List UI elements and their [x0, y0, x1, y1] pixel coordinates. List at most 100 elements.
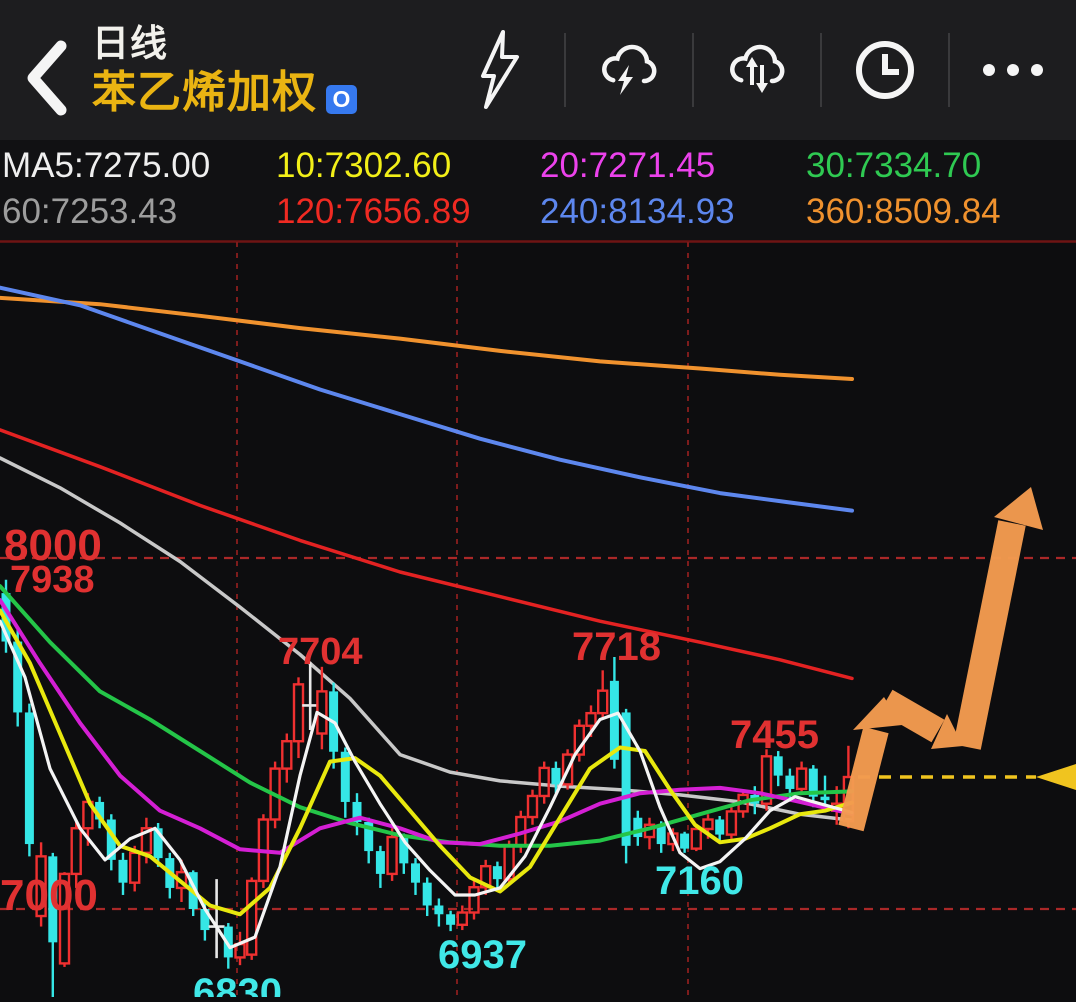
ma-row-1: MA5:7275.00 10:7302.60 20:7271.45 30:7334.7… [0, 146, 1076, 190]
candle-down [364, 821, 374, 852]
candle-up [585, 711, 597, 727]
candle-up [468, 886, 480, 914]
ma-indicator-panel: MA5:7275.00 10:7302.60 20:7271.45 30:7334.7… [0, 140, 1076, 240]
trend-arrow-shaft [953, 520, 1026, 750]
cloud-flash-button[interactable] [566, 0, 692, 140]
ma-line-ma360 [0, 295, 854, 381]
price-extreme-label: 7455 [730, 713, 819, 757]
candle-up [292, 683, 305, 743]
candle-down [621, 712, 631, 846]
candle-down [551, 767, 561, 785]
candle-down [223, 926, 233, 958]
candle-up [245, 879, 258, 956]
candle-up [386, 835, 398, 876]
toolbar-divider [692, 33, 694, 107]
candle-down [95, 801, 105, 820]
candle-down [633, 817, 643, 838]
candle-up [480, 864, 492, 889]
candle-down [715, 819, 725, 835]
ma-value-label: MA5:7275.00 [2, 146, 211, 185]
toolbar-actions [438, 0, 1076, 140]
candle-down [446, 914, 456, 925]
price-extreme-label: 7704 [278, 631, 363, 673]
candle-up [561, 753, 574, 786]
lightning-flash-order-icon [481, 30, 519, 109]
candle-down [153, 828, 163, 859]
candle-down [106, 819, 116, 860]
candle-down [340, 751, 350, 802]
candle-up [456, 911, 468, 926]
ma-value-label: 30:7334.70 [806, 146, 982, 185]
back-chevron-icon [27, 40, 67, 116]
candle-up [281, 740, 293, 770]
candle-down [352, 801, 362, 822]
ma-line-ma240 [0, 285, 854, 513]
candle-down [434, 905, 444, 915]
ma-line-ma5 [0, 619, 854, 950]
cloud-transfer-icon [730, 44, 785, 93]
candle-down [609, 680, 619, 760]
ma-value-label: 10:7302.60 [276, 146, 452, 185]
more-ellipsis-icon [983, 64, 1043, 76]
cloud-transfer-button[interactable] [694, 0, 820, 140]
ma-line-ma30 [0, 584, 854, 848]
ma-value-label: 60:7253.43 [2, 192, 178, 231]
candle-down [411, 863, 420, 883]
instrument-name[interactable]: 苯乙烯加权 [92, 68, 317, 117]
ma-line-ma20 [0, 598, 854, 855]
candle-up [725, 810, 738, 836]
more-button[interactable] [950, 0, 1076, 140]
price-extreme-label: 7718 [572, 625, 661, 669]
candle-up [140, 827, 153, 855]
candle-down [24, 712, 34, 845]
candle-down [422, 882, 432, 906]
price-extreme-label: 6937 [438, 933, 527, 977]
candle-up [795, 767, 808, 791]
trend-arrow-annotation [838, 487, 1043, 832]
price-extreme-label: 7938 [10, 559, 95, 601]
ma-line-ma60 [0, 456, 854, 822]
toolbar-divider [564, 33, 566, 107]
instrument-badge: O [326, 85, 357, 114]
timeframe-label[interactable]: 日线 [92, 23, 168, 64]
flash-order-button[interactable] [438, 0, 564, 140]
price-extreme-label: 6830 [193, 971, 282, 997]
candle-down [808, 768, 818, 797]
candle-down [399, 837, 409, 864]
candle-down [773, 756, 783, 776]
candle-up [35, 855, 47, 918]
candle-down [820, 796, 830, 801]
ma-row-2: 60:7253.43 120:7656.89 240:8134.93 360:8509… [0, 192, 1076, 236]
ma-line-ma10 [0, 608, 854, 917]
candle-up [58, 872, 71, 965]
trend-arrow-head [994, 487, 1043, 530]
last-price-pointer [1036, 764, 1076, 791]
cloud-lightning-icon [602, 44, 657, 95]
trend-arrow-shaft [879, 689, 945, 743]
candle-down [200, 909, 210, 931]
price-extreme-label: 8000 [4, 521, 102, 570]
candle-down [375, 851, 385, 874]
ma-value-label: 120:7656.89 [276, 192, 471, 231]
price-extreme-label: 7000 [0, 871, 98, 920]
candle-down [656, 824, 666, 845]
ma-value-label: 20:7271.45 [540, 146, 716, 185]
candle-down [785, 775, 795, 789]
candle-down [680, 833, 690, 849]
candle-down [118, 859, 128, 883]
candle-up [760, 755, 773, 805]
candlestick-chart[interactable]: 8000 7938 7000 7704 7718 7455 7160 6937 6830 [0, 240, 1076, 1002]
candle-up [70, 827, 82, 876]
toolbar-divider [948, 33, 950, 107]
ma-value-label: 360:8509.84 [806, 192, 1001, 231]
candle-up [526, 794, 539, 819]
toolbar-divider [820, 33, 822, 107]
back-button[interactable] [0, 0, 92, 140]
candle-down [492, 866, 502, 880]
history-button[interactable] [822, 0, 948, 140]
candle-up [128, 851, 141, 884]
trend-arrow-head [853, 697, 902, 730]
clock-history-icon [856, 41, 914, 99]
price-extreme-label: 7160 [655, 859, 744, 903]
candle-up [702, 818, 714, 831]
